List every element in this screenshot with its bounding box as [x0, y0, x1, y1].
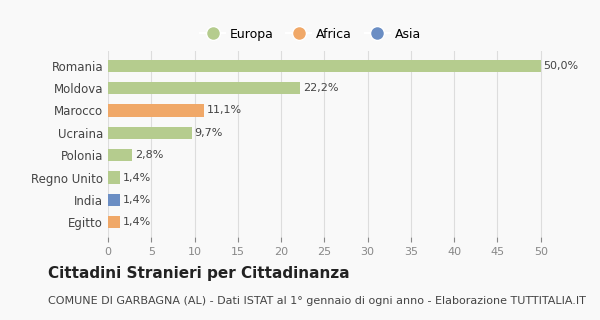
Text: COMUNE DI GARBAGNA (AL) - Dati ISTAT al 1° gennaio di ogni anno - Elaborazione T: COMUNE DI GARBAGNA (AL) - Dati ISTAT al … [48, 296, 586, 306]
Bar [108, 194, 120, 206]
Legend: Europa, Africa, Asia: Europa, Africa, Asia [196, 24, 425, 44]
Bar [108, 172, 120, 184]
Text: 1,4%: 1,4% [123, 217, 151, 227]
Text: 1,4%: 1,4% [123, 172, 151, 182]
Bar [108, 127, 192, 139]
Text: 22,2%: 22,2% [303, 83, 338, 93]
Text: Cittadini Stranieri per Cittadinanza: Cittadini Stranieri per Cittadinanza [48, 266, 350, 281]
Text: 11,1%: 11,1% [206, 106, 242, 116]
Bar [108, 82, 300, 94]
Bar [108, 104, 204, 116]
Bar [108, 216, 120, 228]
Text: 1,4%: 1,4% [123, 195, 151, 205]
Text: 50,0%: 50,0% [543, 61, 578, 71]
Text: 2,8%: 2,8% [135, 150, 163, 160]
Text: 9,7%: 9,7% [194, 128, 223, 138]
Bar [108, 60, 541, 72]
Bar [108, 149, 132, 161]
